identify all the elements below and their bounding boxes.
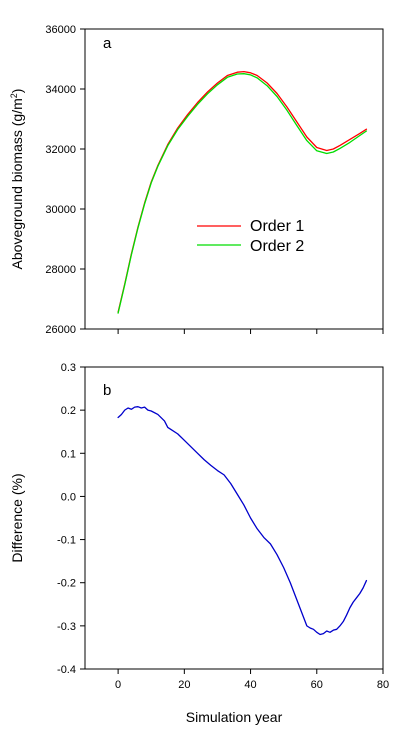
panel-b-y-tick-label: -0.4 <box>57 664 76 676</box>
panel-b-y-tick-label: -0.2 <box>57 578 76 590</box>
panel-b-y-tick-label: -0.3 <box>57 621 76 633</box>
legend-order2-label: Order 2 <box>250 238 304 255</box>
panel-a-series-group <box>117 70 368 314</box>
legend-order1-label: Order 1 <box>250 218 304 235</box>
panel-b-x-tick-label: 40 <box>244 679 256 691</box>
panel-b-plot-area <box>84 366 384 670</box>
panel-b-y-tick-label: 0.0 <box>61 491 76 503</box>
panel-b-x-tick-label: 60 <box>311 679 323 691</box>
panel-b-y-tick-label: 0.1 <box>61 448 76 460</box>
panel-b-y-ticks: -0.4 -0.3 -0.2 -0.1 0.0 0.1 0.2 0.3 <box>57 362 85 676</box>
panel-a-plot-area <box>84 28 384 330</box>
panel-a-ylabel-main: Aboveground biomass (g/m <box>9 98 25 269</box>
panel-b-x-tick-label: 20 <box>178 679 190 691</box>
panel-b-y-tick-label: 0.2 <box>61 405 76 417</box>
panel-b-difference-chart: -0.4 -0.3 -0.2 -0.1 0.0 0.1 0.2 0.3 0 20 40 60 80 b… <box>9 362 389 725</box>
panel-b-series-line-1 <box>117 406 368 636</box>
panel-b-y-tick-label: 0.3 <box>61 362 76 374</box>
panel-b-y-axis-title: Difference (%) <box>9 473 25 562</box>
panel-a-letter: a <box>103 35 112 52</box>
panel-a-legend: Order 1 Order 2 <box>197 218 304 255</box>
panel-b-series-group <box>117 406 368 636</box>
panel-a-y-tick-label: 26000 <box>45 324 76 336</box>
panel-b-letter: b <box>103 382 111 399</box>
panel-a-series-line-2 <box>117 73 368 314</box>
panel-a-y-tick-label: 28000 <box>45 264 76 276</box>
panel-a-y-tick-label: 30000 <box>45 204 76 216</box>
panel-b-x-tick-label: 80 <box>377 679 389 691</box>
panel-b-x-ticks: 0 20 40 60 80 <box>115 669 389 691</box>
panel-a-y-tick-label: 32000 <box>45 144 76 156</box>
panel-a-ylabel-close: ) <box>9 89 25 94</box>
panel-a-x-ticks <box>117 329 384 334</box>
panel-a-ylabel-superscript: 2 <box>9 93 19 98</box>
panel-a-biomass-chart: 26000 28000 30000 32000 34000 36000 a Order 1… <box>9 24 384 336</box>
panel-b-x-axis-title: Simulation year <box>186 709 283 725</box>
panel-b-y-tick-label: -0.1 <box>57 535 76 547</box>
panel-a-y-tick-label: 36000 <box>45 24 76 36</box>
panel-b-x-tick-label: 0 <box>115 679 121 691</box>
panel-a-y-tick-label: 34000 <box>45 84 76 96</box>
panel-a-y-ticks: 26000 28000 30000 32000 34000 36000 <box>45 24 85 336</box>
panel-a-series-line-1 <box>117 70 368 313</box>
panel-a-y-axis-title: Aboveground biomass (g/m2) <box>9 89 25 270</box>
